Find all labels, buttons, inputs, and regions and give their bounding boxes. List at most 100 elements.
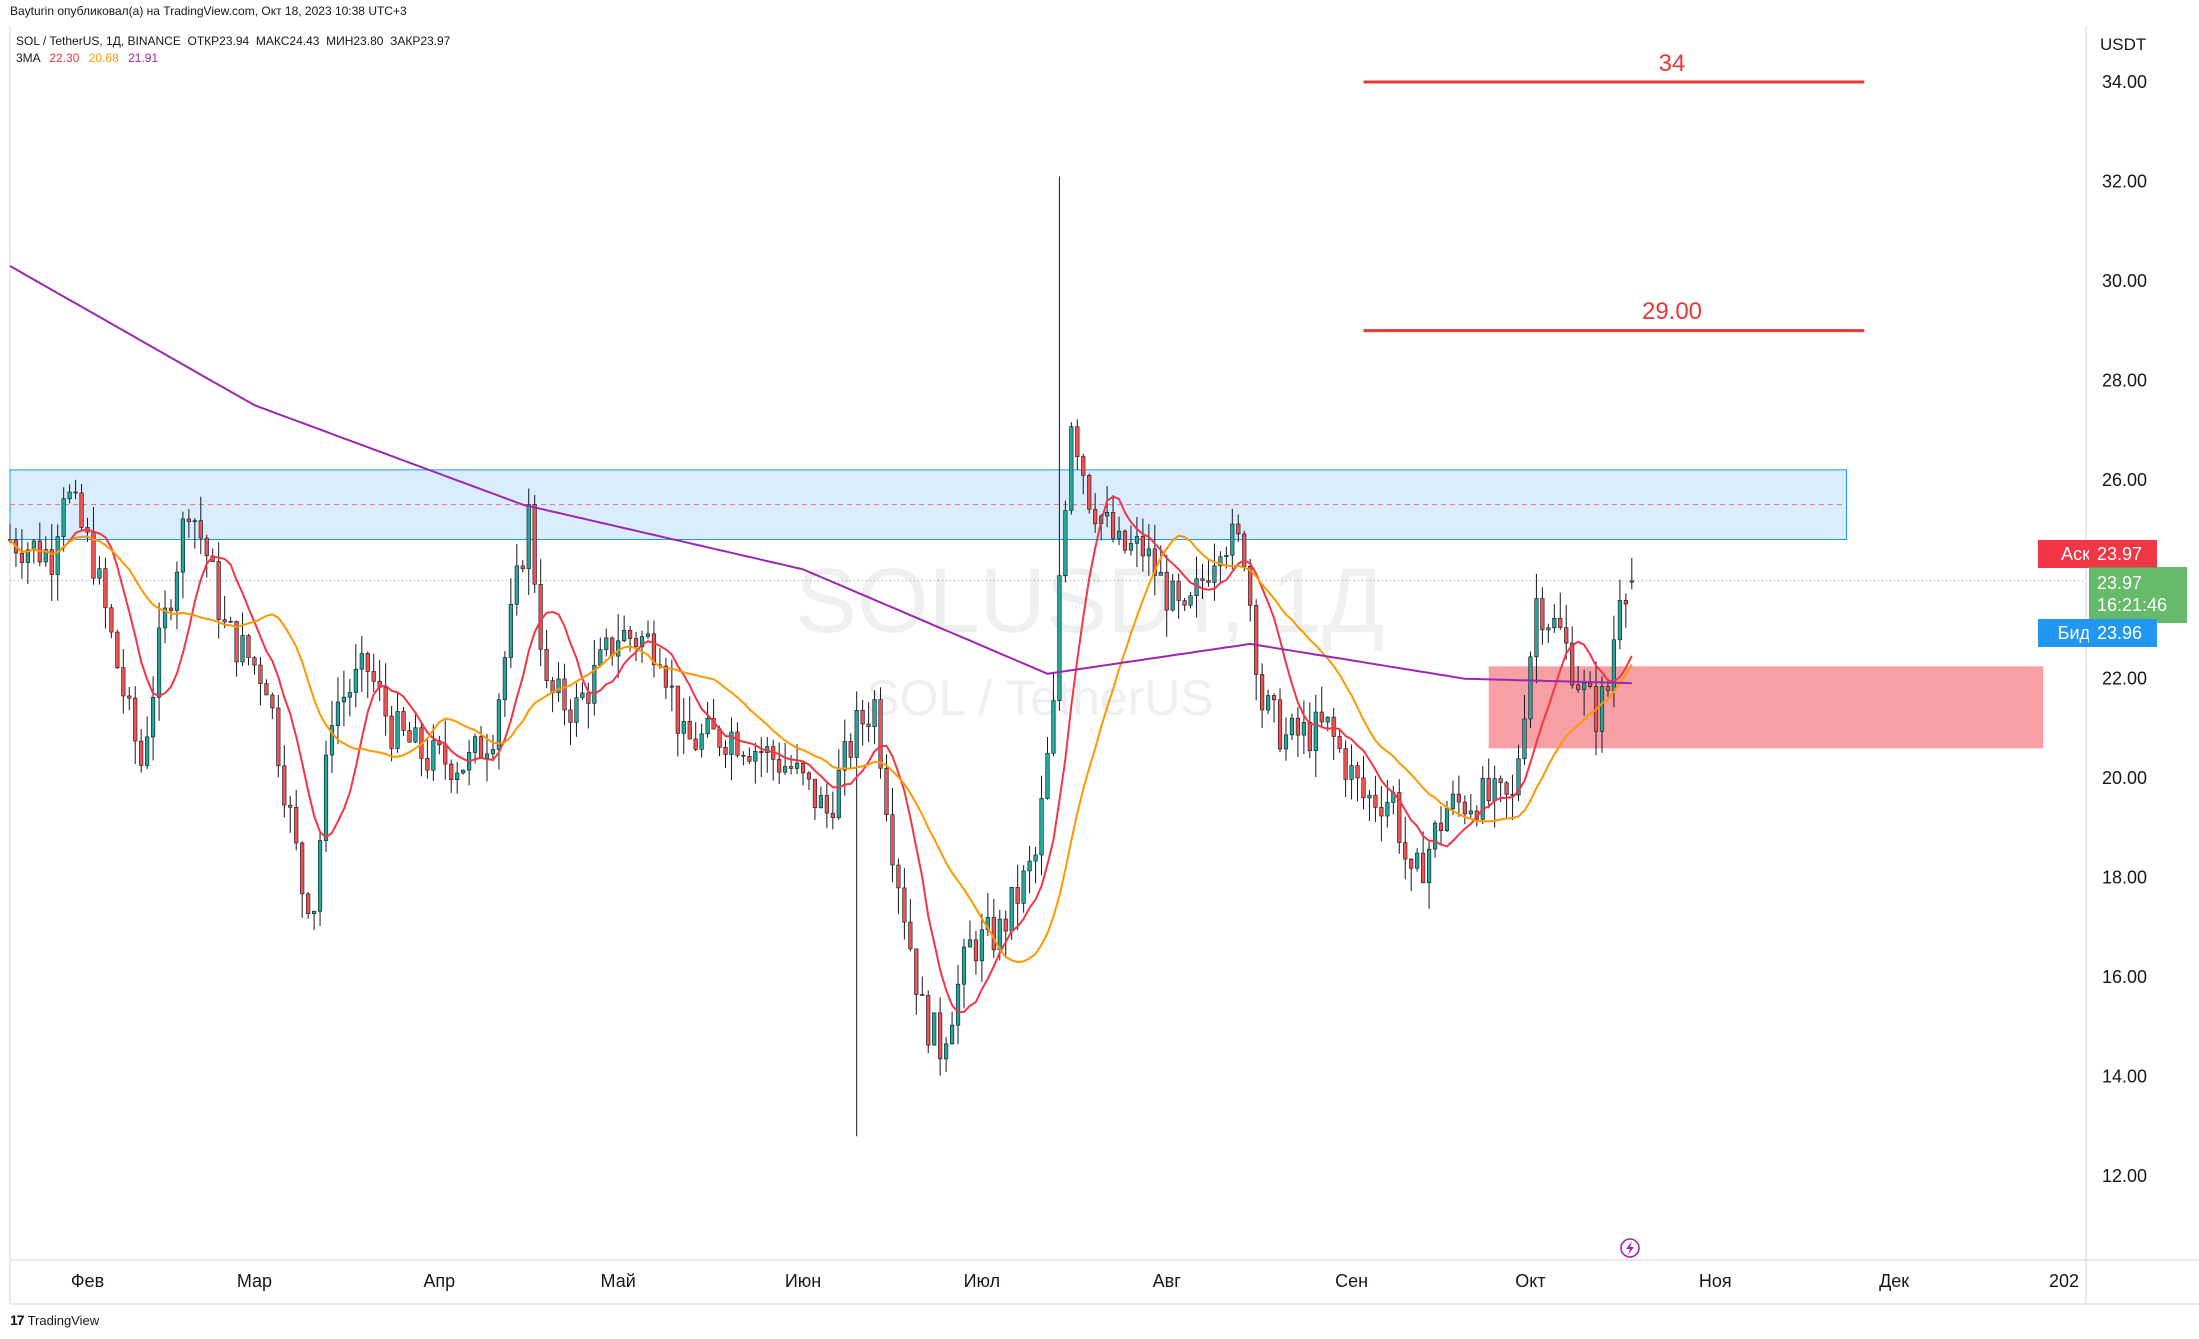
candles-layer: [7, 176, 1634, 1137]
candle: [1277, 688, 1283, 753]
candle: [556, 662, 561, 702]
candle-body: [276, 707, 281, 767]
candle-body: [920, 994, 925, 996]
target-mid-label: 29.00: [1642, 298, 1702, 325]
candle-body: [514, 565, 519, 605]
candle: [246, 634, 251, 666]
candle-body: [1224, 554, 1229, 558]
candle-body: [234, 621, 239, 663]
chart-pane[interactable]: [10, 26, 2086, 1260]
price-tick-label: 30.00: [2102, 271, 2147, 291]
candle-body: [735, 731, 740, 756]
candle-body: [914, 948, 919, 995]
candle-body: [1027, 860, 1032, 872]
candle-body: [1152, 548, 1157, 576]
candle: [633, 631, 639, 662]
price-tick-label: 28.00: [2102, 370, 2147, 390]
candle-body: [1057, 575, 1062, 701]
candle-body: [1432, 822, 1438, 850]
candle-body: [1480, 777, 1485, 820]
candle-body: [97, 568, 102, 579]
candle-body: [1403, 842, 1408, 860]
candle: [1558, 592, 1563, 631]
candle-body: [806, 772, 812, 780]
symbol-legend[interactable]: SOL / TetherUS, 1Д, BINANCE ОТКР23.94 МА…: [16, 34, 451, 48]
candle-body: [628, 629, 633, 639]
candle-body: [1558, 617, 1563, 628]
moving-averages-layer: [9, 265, 1633, 1014]
candle: [520, 560, 525, 573]
candle-body: [25, 549, 30, 563]
candle: [103, 557, 108, 629]
candle-body: [329, 725, 335, 756]
candle-body: [1021, 870, 1026, 904]
candle: [162, 590, 168, 644]
candle-body: [902, 887, 907, 923]
candle-body: [61, 498, 66, 537]
candle-body: [681, 720, 686, 734]
candle: [753, 742, 758, 784]
candle: [592, 639, 597, 716]
candle: [234, 620, 239, 677]
candle: [1552, 604, 1557, 633]
candle-body: [1015, 887, 1020, 904]
candle: [1236, 514, 1241, 542]
time-tick-label: Июл: [964, 1271, 1001, 1291]
candle: [174, 561, 180, 630]
candle: [1337, 728, 1342, 753]
price-tick-label: 26.00: [2102, 470, 2147, 490]
candle: [294, 789, 299, 851]
candle-body: [729, 731, 734, 755]
candle-body: [496, 699, 502, 750]
candle-body: [1140, 536, 1145, 557]
candle: [1140, 518, 1145, 572]
candle: [300, 840, 305, 918]
candle: [1349, 744, 1354, 800]
candle: [1301, 700, 1306, 755]
time-tick-label: Апр: [423, 1271, 455, 1291]
tradingview-brand[interactable]: 17 TradingView: [10, 1312, 99, 1328]
candle-body: [562, 678, 567, 711]
candle-body: [967, 939, 973, 948]
candle-body: [1122, 530, 1128, 551]
candle: [777, 742, 782, 785]
time-tick-label: Фев: [71, 1271, 104, 1291]
candle: [121, 649, 126, 714]
candle-body: [949, 1024, 955, 1045]
candle: [19, 529, 25, 579]
candle-body: [484, 753, 490, 759]
candle-body: [455, 772, 460, 781]
candle: [1063, 500, 1068, 583]
zones-layer: [9, 469, 2044, 749]
candle-body: [741, 754, 746, 757]
candle: [1468, 794, 1473, 818]
candle-body: [1456, 793, 1461, 803]
candle-body: [371, 671, 376, 682]
candle-body: [1230, 523, 1235, 556]
candle: [383, 663, 388, 736]
candle-body: [115, 631, 120, 668]
candle: [1456, 775, 1461, 817]
candle: [1289, 713, 1295, 740]
candle: [514, 543, 519, 616]
candle-body: [991, 917, 996, 951]
candle: [97, 555, 102, 585]
candle-body: [1039, 798, 1044, 856]
candle: [872, 690, 877, 744]
candle-body: [1170, 580, 1175, 611]
candle-body: [1587, 682, 1593, 687]
candle-body: [353, 668, 358, 693]
candle-body: [1504, 782, 1509, 795]
candle-body: [854, 709, 859, 758]
candle-body: [1266, 695, 1271, 711]
lightning-icon[interactable]: [1620, 1238, 1640, 1258]
candle-body: [1385, 802, 1390, 817]
ma-legend[interactable]: 3MA 22.30 20.68 21.91: [16, 51, 158, 65]
candle-body: [168, 607, 174, 611]
candle: [288, 795, 293, 833]
levels-layer: [10, 80, 2086, 582]
candle: [508, 578, 513, 668]
candle-body: [836, 769, 841, 819]
candle-body: [228, 621, 233, 623]
